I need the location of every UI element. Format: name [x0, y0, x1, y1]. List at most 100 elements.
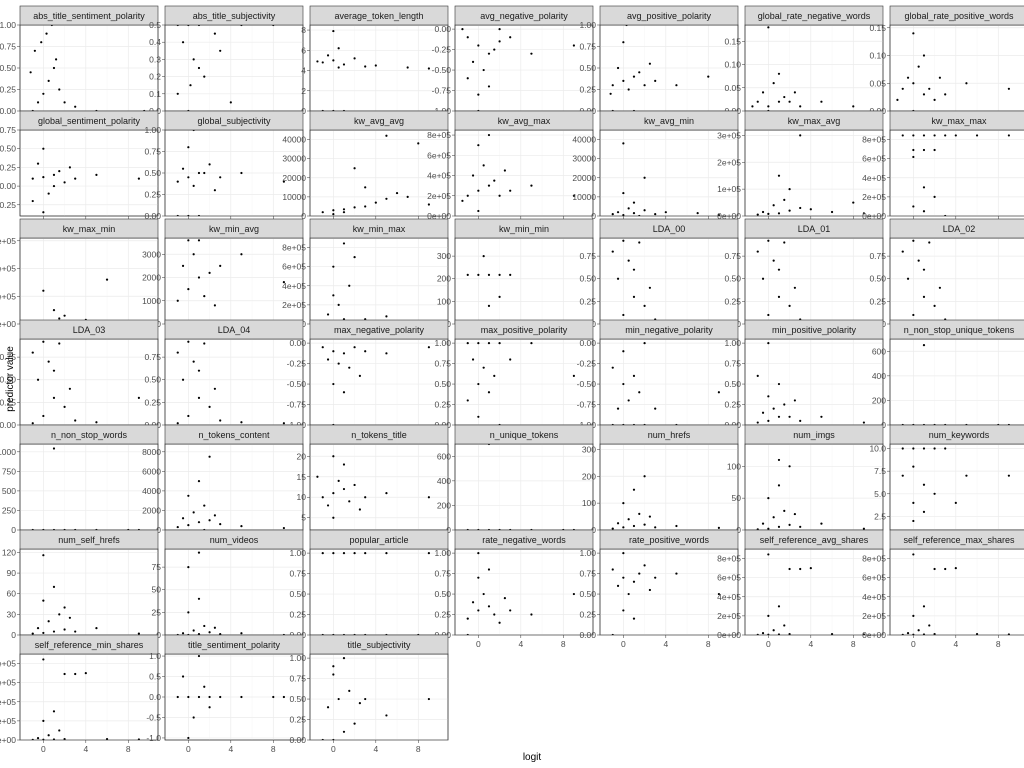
facet-strip [309, 529, 449, 550]
data-point [176, 180, 179, 183]
data-point [332, 665, 335, 668]
data-point [572, 44, 575, 47]
data-point [471, 174, 475, 177]
data-point [777, 72, 781, 75]
facet-title: LDA_04 [218, 325, 251, 335]
panel-background [454, 443, 594, 531]
y-tick-label: 0.25 [869, 296, 886, 306]
data-point [922, 210, 926, 213]
facet-title: kw_avg_max [498, 116, 551, 126]
data-point [509, 189, 512, 192]
panel-background [889, 237, 1024, 325]
data-point [777, 382, 781, 386]
panel-background [164, 443, 304, 531]
data-point [219, 523, 222, 526]
data-point [240, 171, 243, 175]
x-tick-label: 4 [228, 744, 233, 754]
data-point [912, 313, 915, 317]
data-point [348, 689, 351, 692]
data-point [493, 179, 496, 182]
data-point [427, 697, 430, 701]
y-tick-label: 0.50 [0, 63, 16, 73]
data-point [616, 407, 620, 410]
facet-strip [19, 529, 159, 550]
y-tick-label: 0.00 [579, 338, 596, 348]
data-point [58, 613, 61, 616]
scatter-points [896, 32, 1010, 111]
data-point [627, 592, 630, 596]
facet-strip [164, 110, 304, 131]
facet-panel: avg_positive_polarity0.000.250.500.751.0… [579, 5, 739, 125]
scatter-points [611, 475, 720, 530]
data-point [1007, 633, 1010, 635]
y-tick-label: 0.25 [289, 610, 306, 620]
data-point [406, 195, 409, 198]
y-tick-label: 0.50 [869, 274, 886, 284]
y-tick-label: 0.50 [434, 379, 451, 389]
y-tick-label: 0.15 [724, 36, 741, 46]
y-tick-label: -0.50 [287, 379, 307, 389]
data-point [213, 387, 216, 390]
data-point [498, 621, 501, 624]
data-point [622, 213, 625, 216]
y-tick-label: 0.25 [579, 610, 596, 620]
data-point [427, 203, 430, 206]
data-point [638, 241, 641, 244]
data-point [498, 194, 501, 197]
data-point [332, 59, 335, 62]
y-tick-label: 5.0 [874, 489, 886, 499]
scatter-points [316, 455, 430, 519]
y-tick-label: 0e+00 [862, 630, 886, 640]
panel-background [889, 24, 1024, 112]
data-point [820, 522, 823, 525]
scatter-points [611, 142, 720, 216]
scatter-points [756, 134, 865, 216]
panel-background [309, 443, 449, 531]
y-tick-label: -0.25 [0, 200, 16, 210]
data-point [638, 391, 641, 394]
data-point [326, 706, 330, 709]
y-tick-label: 0.25 [144, 397, 161, 407]
facet-strip [599, 110, 739, 131]
y-tick-label: 5 [301, 513, 306, 523]
data-point [63, 737, 66, 740]
data-point [487, 133, 491, 137]
data-point [282, 281, 285, 284]
data-point [622, 502, 625, 505]
data-point [321, 346, 324, 349]
y-tick-label: 0.75 [0, 125, 16, 135]
y-tick-label: 0.00 [0, 181, 16, 191]
data-point [197, 654, 201, 658]
data-point [52, 630, 56, 633]
facet-strip [164, 424, 304, 445]
data-point [181, 41, 185, 44]
panel-background [164, 338, 304, 426]
data-point [187, 288, 190, 291]
data-point [933, 492, 936, 495]
data-point [42, 631, 45, 635]
panel-grid [745, 339, 883, 426]
panel-background [164, 24, 304, 112]
data-point [192, 716, 195, 719]
facet-panel: title_subjectivity 0.00 0.25 0.50 0.75 1.00 0 4… [289, 634, 449, 754]
data-point [530, 341, 533, 345]
data-point [944, 567, 947, 571]
data-point [922, 344, 926, 347]
data-point [282, 422, 285, 425]
data-point [353, 722, 356, 725]
y-tick-label: -0.75 [287, 400, 307, 410]
data-point [417, 142, 420, 145]
data-point [47, 620, 50, 623]
data-point [912, 134, 915, 137]
data-point [777, 633, 781, 635]
scatter-points [756, 341, 865, 424]
data-point [777, 100, 781, 103]
data-point [342, 63, 346, 66]
facet-panel: n_unique_tokens0200400600048 [437, 424, 594, 544]
facet-title: LDA_01 [798, 224, 831, 234]
data-point [187, 566, 190, 569]
data-point [809, 567, 812, 570]
data-point [353, 167, 356, 170]
y-tick-label: 0e+00 [0, 735, 16, 745]
